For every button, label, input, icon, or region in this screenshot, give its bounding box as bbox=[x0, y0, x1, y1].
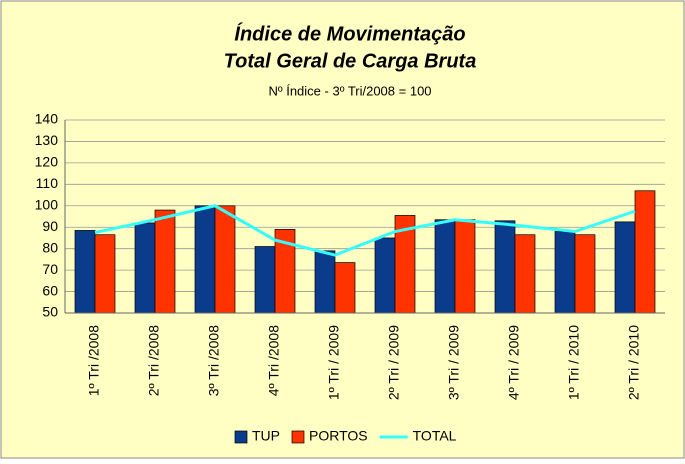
bar bbox=[614, 221, 636, 314]
legend-swatch bbox=[291, 430, 305, 444]
y-tick-label: 60 bbox=[42, 282, 58, 298]
y-tick-label: 50 bbox=[42, 304, 58, 320]
bar bbox=[74, 230, 96, 314]
bar bbox=[314, 250, 336, 314]
x-tick-label: 2º Tri / 2010 bbox=[626, 325, 642, 400]
bar bbox=[194, 205, 216, 314]
chart-title: Índice de Movimentação bbox=[234, 22, 465, 45]
y-tick-label: 90 bbox=[42, 218, 58, 234]
bar bbox=[154, 209, 176, 314]
chart-subtitle: Total Geral de Carga Bruta bbox=[224, 50, 477, 72]
bar bbox=[494, 220, 516, 314]
bar bbox=[554, 231, 576, 314]
bar bbox=[254, 246, 276, 314]
x-tick-label: 2º Tri / 2009 bbox=[386, 325, 402, 400]
chart-note: Nº Índice - 3º Tri/2008 = 100 bbox=[268, 83, 431, 98]
bar bbox=[434, 219, 456, 314]
bar bbox=[634, 190, 656, 314]
legend-swatch bbox=[234, 430, 248, 444]
bar bbox=[134, 222, 156, 314]
bar bbox=[334, 262, 356, 314]
y-tick-label: 140 bbox=[35, 111, 59, 127]
bar bbox=[374, 237, 396, 314]
line bbox=[94, 204, 636, 257]
bar bbox=[94, 234, 116, 314]
y-tick-label: 130 bbox=[35, 132, 59, 148]
bar bbox=[574, 234, 596, 314]
legend-label: TOTAL bbox=[413, 428, 457, 444]
x-tick-label: 1º Tri / 2010 bbox=[566, 325, 582, 400]
y-tick-label: 110 bbox=[36, 175, 59, 191]
y-tick-label: 70 bbox=[42, 261, 58, 277]
x-tick-label: 1º Tri / 2009 bbox=[326, 325, 342, 400]
bar bbox=[454, 219, 476, 314]
y-tick-label: 80 bbox=[42, 239, 58, 255]
legend-label: PORTOS bbox=[309, 428, 368, 444]
x-tick-label: 1º Tri /2008 bbox=[86, 325, 102, 396]
x-tick-label: 2º Tri /2008 bbox=[146, 325, 162, 396]
x-tick-label: 3º Tri / 2009 bbox=[446, 325, 462, 400]
y-tick-label: 100 bbox=[35, 196, 59, 212]
x-tick-label: 3º Tri /2008 bbox=[206, 325, 222, 396]
x-tick-label: 4º Tri / 2009 bbox=[506, 325, 522, 400]
bar bbox=[214, 205, 236, 314]
x-tick-label: 4º Tri /2008 bbox=[266, 325, 282, 396]
bar bbox=[514, 234, 536, 314]
y-tick-label: 120 bbox=[35, 154, 59, 170]
legend-label: TUP bbox=[252, 428, 280, 444]
